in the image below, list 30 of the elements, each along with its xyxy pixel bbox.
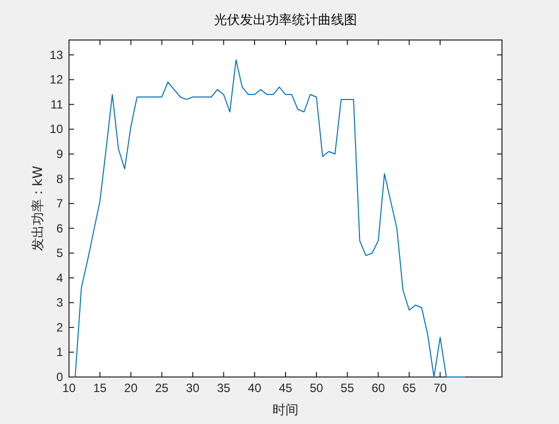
y-tick-label: 10 <box>50 122 64 136</box>
y-tick-label: 13 <box>50 48 64 62</box>
x-tick-label: 60 <box>372 381 386 395</box>
x-tick-label: 65 <box>402 381 416 395</box>
x-tick-label: 50 <box>310 381 324 395</box>
x-tick-label: 30 <box>186 381 200 395</box>
chart-title: 光伏发出功率统计曲线图 <box>214 12 357 28</box>
y-tick-label: 5 <box>56 246 64 260</box>
y-tick-label: 6 <box>56 221 64 236</box>
y-tick-label: 0 <box>56 370 64 384</box>
y-tick-label: 11 <box>50 97 64 112</box>
x-tick-label: 70 <box>433 381 448 395</box>
y-tick-label: 8 <box>56 172 64 186</box>
x-tick-label: 20 <box>124 381 138 395</box>
y-tick-label: 2 <box>56 320 64 334</box>
x-tick-label: 55 <box>340 381 354 395</box>
x-axis-title: 时间 <box>272 403 298 418</box>
y-tick-label: 1 <box>56 345 64 360</box>
y-tick-label: 7 <box>56 196 64 211</box>
x-tick-label: 45 <box>278 381 292 395</box>
x-tick-label: 40 <box>248 381 262 395</box>
y-tick-label: 9 <box>56 146 64 161</box>
x-tick-label: 15 <box>93 381 107 395</box>
y-axis-title: 发出功率：kW <box>30 166 46 252</box>
y-tick-label: 12 <box>50 72 64 87</box>
y-tick-label: 3 <box>56 296 64 310</box>
x-tick-label: 35 <box>216 381 231 395</box>
y-tick-label: 4 <box>56 270 64 285</box>
line-series <box>74 59 466 378</box>
x-tick-label: 25 <box>155 381 169 395</box>
